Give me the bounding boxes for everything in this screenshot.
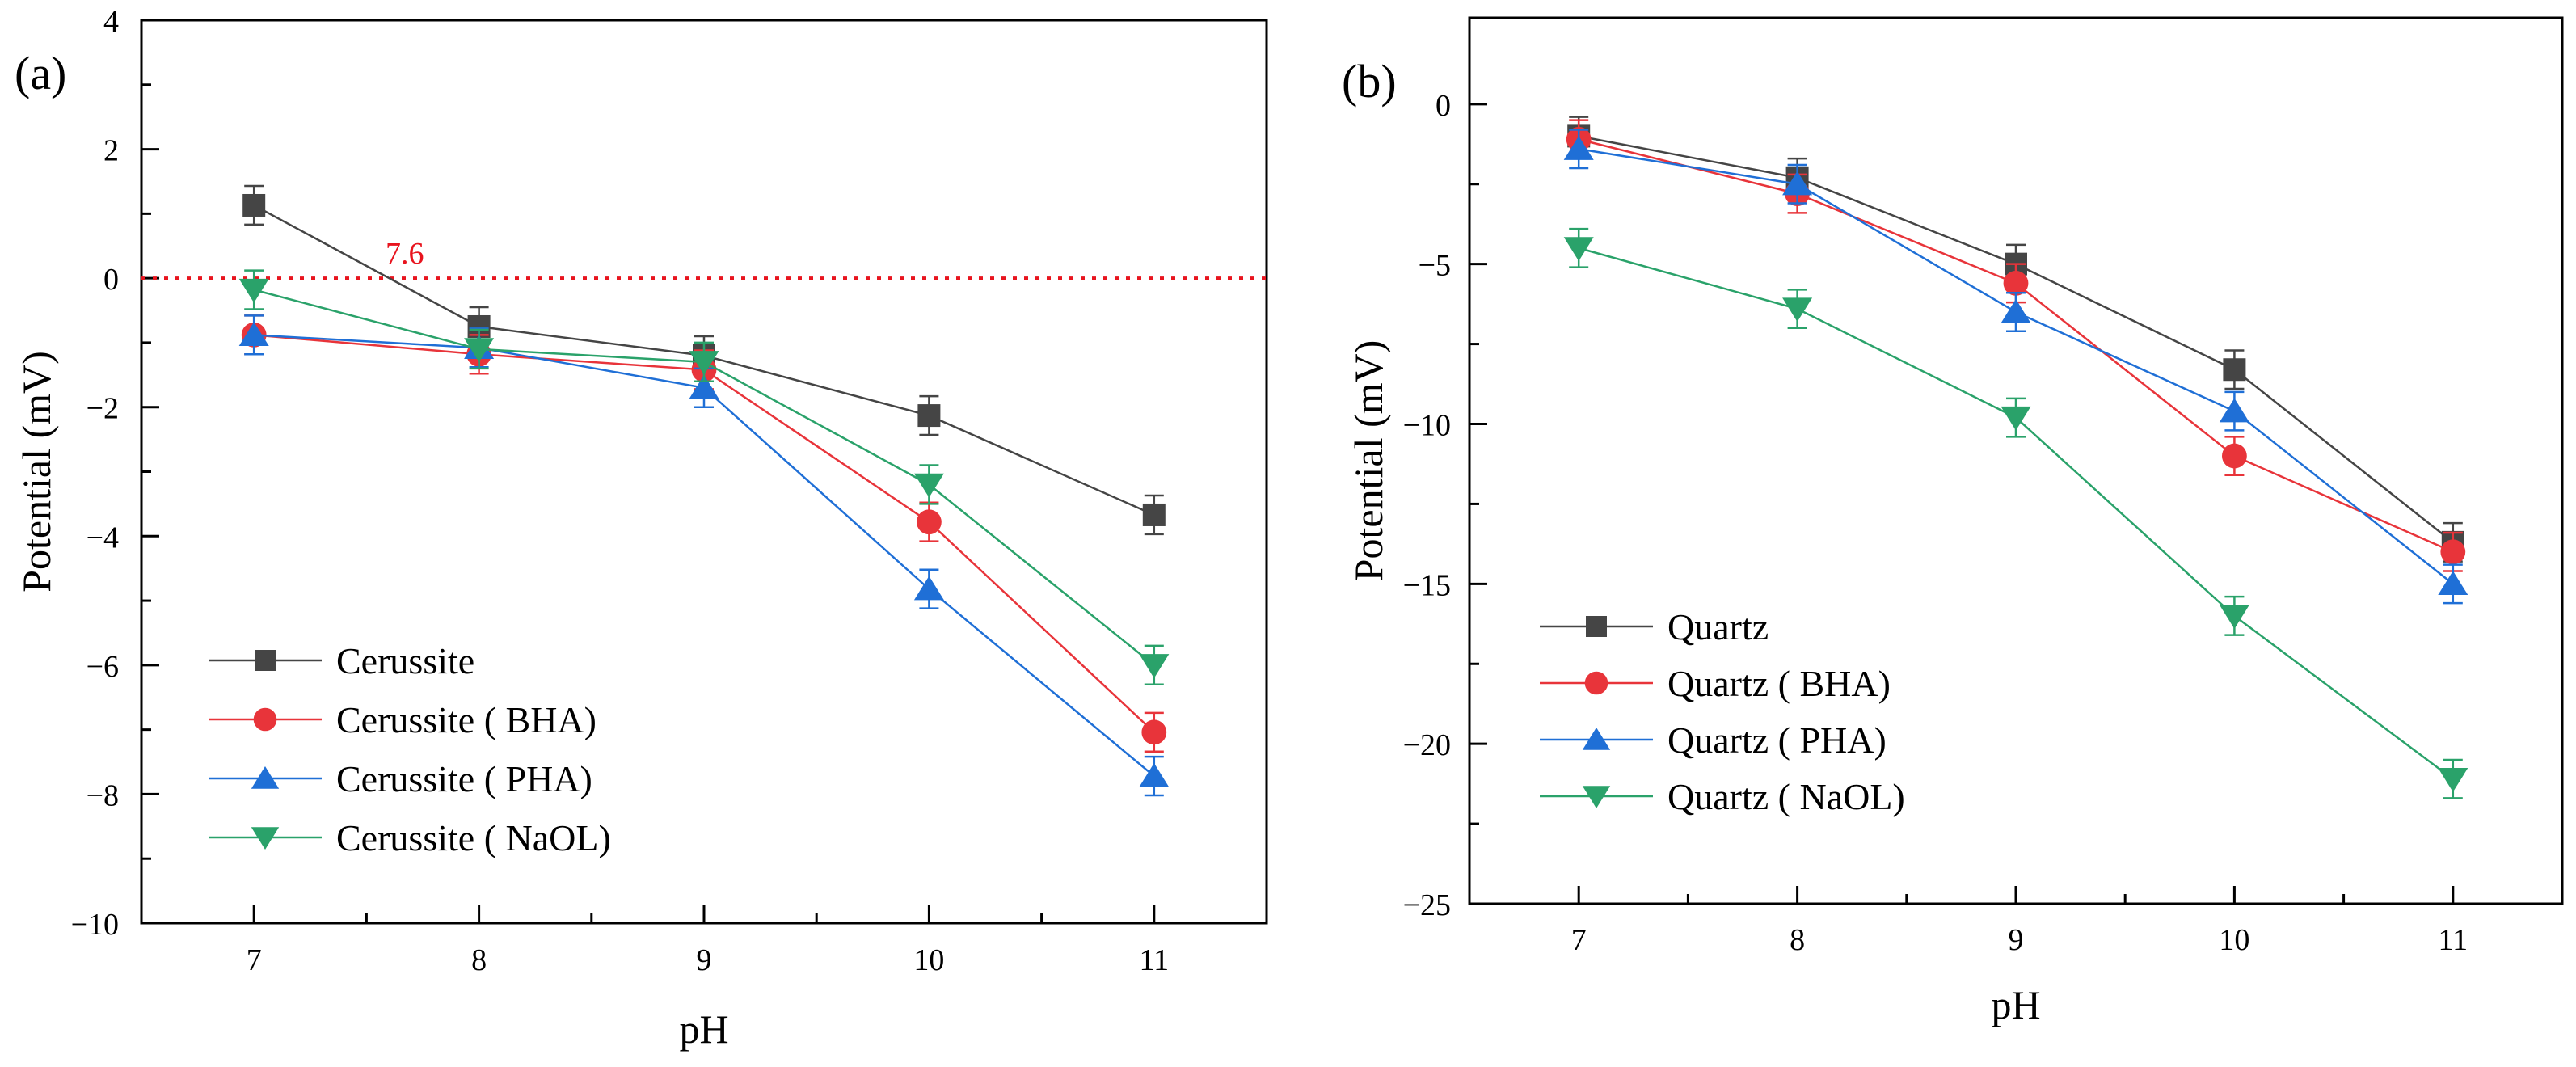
x-tick-label: 7 <box>1571 923 1587 957</box>
series-group <box>1563 227 2468 799</box>
panel-label: (b) <box>1342 55 1397 108</box>
legend-marker <box>1586 616 1607 637</box>
data-point <box>1142 503 1166 526</box>
x-tick-label: 7 <box>247 943 262 977</box>
data-point <box>1139 654 1170 678</box>
panel-a-chart: 4 2 0 −2 −4 −6 −8 −10 7 8 9 10 11 pH Potential (mV) (a)… <box>14 5 1268 1052</box>
data-point <box>2440 539 2466 565</box>
x-tick-label: 11 <box>1140 943 1170 977</box>
legend-marker <box>1584 671 1608 695</box>
series-group <box>1563 129 2468 605</box>
plot-frame <box>140 19 1268 925</box>
y-tick-label: −25 <box>1403 888 1451 922</box>
legend-marker <box>1582 786 1611 808</box>
y-tick-label: −8 <box>86 778 119 812</box>
y-axis-label: Potential (mV) <box>1346 340 1391 582</box>
x-tick-label: 8 <box>471 943 487 977</box>
x-tick-label: 11 <box>2439 923 2468 957</box>
x-tick-label: 10 <box>913 943 944 977</box>
data-point <box>238 322 269 347</box>
data-point <box>1139 762 1170 787</box>
x-tick-label: 9 <box>697 943 712 977</box>
data-point <box>242 193 266 217</box>
panel-b-chart: 0 −5 −10 −15 −20 −25 7 8 9 10 11 pH Potential (mV) (b… <box>1342 16 2564 1027</box>
data-point <box>2222 443 2247 469</box>
legend-label: Cerussite ( PHA) <box>336 758 592 799</box>
data-point <box>2001 298 2031 323</box>
data-point <box>2223 358 2246 382</box>
x-axis-label: pH <box>1991 982 2040 1027</box>
series-group <box>238 269 1170 686</box>
data-point <box>1141 719 1167 745</box>
y-tick-label: −10 <box>71 908 119 942</box>
data-point <box>2438 768 2468 792</box>
y-axis-label: Potential (mV) <box>14 351 59 593</box>
legend-marker <box>253 707 277 732</box>
data-point <box>2219 605 2249 629</box>
legend-label: Quartz ( NaOL) <box>1667 776 1905 817</box>
y-tick-label: −20 <box>1403 728 1451 762</box>
series-line <box>1579 147 2454 585</box>
data-point <box>913 473 944 498</box>
series-line <box>1578 138 2454 553</box>
legend-label: Quartz ( BHA) <box>1667 663 1891 704</box>
data-point <box>913 576 944 601</box>
y-tick-label: −5 <box>1419 249 1451 283</box>
series-group <box>1567 116 2464 563</box>
y-tick-label: −6 <box>86 650 119 684</box>
data-point <box>2219 398 2249 423</box>
x-tick-label: 10 <box>2219 923 2249 957</box>
data-point <box>238 278 269 303</box>
legend-label: Cerussite ( BHA) <box>336 699 597 740</box>
y-tick-label: −2 <box>86 392 119 426</box>
data-point <box>2003 271 2029 296</box>
data-point <box>917 404 941 428</box>
series-group <box>238 314 1170 797</box>
y-tick-label: −4 <box>86 521 119 555</box>
y-tick-label: 2 <box>103 134 119 168</box>
data-point <box>689 374 719 399</box>
data-point <box>1563 136 1594 160</box>
legend-marker <box>1582 728 1611 750</box>
reference-line-label: 7.6 <box>386 237 424 271</box>
series-group <box>1566 119 2466 572</box>
x-tick-label: 8 <box>1790 923 1805 957</box>
legend-label: Quartz <box>1667 606 1769 647</box>
data-point <box>2001 406 2031 431</box>
legend-label: Cerussite ( NaOL) <box>336 817 611 858</box>
x-axis-label: pH <box>679 1006 728 1052</box>
data-point <box>2438 571 2468 596</box>
y-tick-label: 0 <box>103 263 119 297</box>
y-tick-label: 4 <box>103 5 119 39</box>
legend-marker <box>251 766 280 789</box>
data-point <box>689 351 719 375</box>
data-point <box>1782 171 1813 196</box>
panel-label: (a) <box>15 47 66 99</box>
data-point <box>464 338 495 363</box>
data-point <box>1563 237 1594 261</box>
legend-label: Cerussite <box>336 640 474 681</box>
legend-marker <box>251 827 280 850</box>
x-tick-label: 9 <box>2009 923 2024 957</box>
data-point <box>917 509 942 535</box>
y-tick-label: −10 <box>1403 408 1451 442</box>
legend-marker <box>255 650 276 671</box>
plot-frame <box>1468 16 2564 905</box>
data-point <box>1782 297 1813 323</box>
y-tick-label: 0 <box>1436 89 1451 123</box>
y-tick-label: −15 <box>1403 568 1451 602</box>
legend-label: Quartz ( PHA) <box>1667 719 1887 761</box>
